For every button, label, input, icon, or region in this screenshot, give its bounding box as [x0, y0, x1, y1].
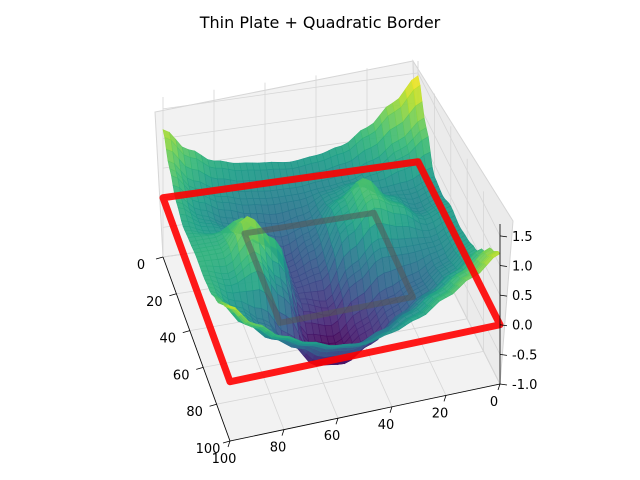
chart-title: Thin Plate + Quadratic Border — [199, 13, 441, 32]
z-tick-label: 0.0 — [512, 319, 533, 334]
tick-labels: 0 20 40 60 80 100 0 20 40 60 80 100 -1.0 -0.5 0.0 0.5 1.… — [137, 230, 538, 467]
z-tick-mark — [499, 294, 508, 297]
y-tick-mark — [169, 293, 177, 297]
z-tick-label: 0.5 — [512, 289, 533, 304]
x-tick-label: 80 — [270, 441, 287, 456]
inner-border — [241, 209, 416, 326]
z-tick-label: -1.0 — [512, 378, 537, 393]
y-tick-label: 60 — [173, 368, 190, 383]
y-tick-mark — [196, 367, 204, 370]
z-tick-label: -0.5 — [512, 348, 537, 363]
y-tick-label: 100 — [196, 442, 221, 457]
axis-lines — [162, 224, 501, 442]
grid-line — [162, 102, 419, 139]
z-tick-mark — [499, 383, 508, 386]
grid-line — [417, 131, 501, 296]
x-tick-label: 0 — [490, 395, 498, 410]
axis-line — [162, 256, 231, 442]
grid-line — [417, 102, 501, 266]
z-tick-mark — [499, 353, 508, 356]
x-tick-mark — [443, 395, 447, 402]
surface-patch — [490, 251, 501, 259]
z-tick-mark — [499, 324, 508, 327]
axis-line — [229, 383, 501, 442]
x-tick-mark — [281, 429, 285, 436]
y-tick-label: 80 — [186, 405, 203, 420]
grid-line — [162, 72, 419, 110]
surface-plot — [162, 75, 501, 367]
x-tick-mark — [335, 418, 339, 425]
grid-line — [216, 351, 484, 405]
y-tick-mark — [209, 403, 217, 407]
z-tick-mark — [499, 265, 508, 267]
z-tick-label: 1.0 — [512, 259, 533, 274]
x-tick-label: 60 — [324, 429, 341, 444]
border-lines — [159, 158, 504, 386]
x-tick-mark — [227, 440, 231, 448]
grid-line — [417, 72, 501, 237]
z-tick-label: 1.5 — [512, 230, 533, 245]
x-tick-label: 100 — [212, 452, 237, 467]
y-tick-mark — [182, 330, 190, 333]
y-tick-label: 0 — [137, 258, 145, 273]
x-tick-mark — [389, 406, 393, 413]
z-tick-mark — [499, 235, 508, 238]
y-tick-label: 20 — [146, 295, 163, 310]
y-tick-mark — [155, 256, 164, 260]
x-tick-label: 40 — [378, 418, 395, 433]
y-tick-mark — [222, 440, 231, 444]
x-tick-mark — [497, 383, 501, 391]
quadratic-border — [159, 158, 504, 386]
x-tick-label: 20 — [432, 406, 449, 421]
y-tick-label: 40 — [160, 332, 177, 347]
